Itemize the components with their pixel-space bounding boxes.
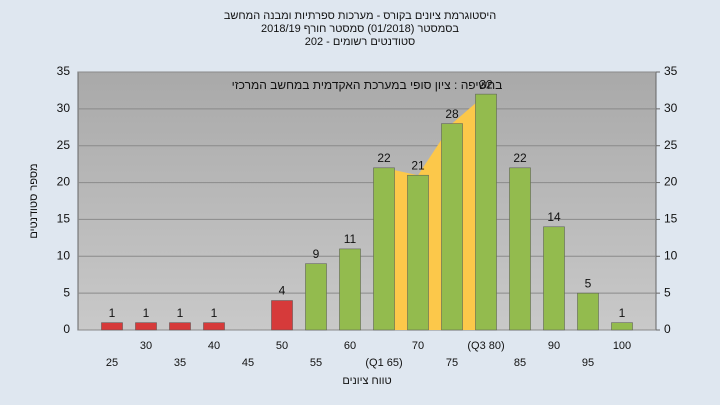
bar bbox=[611, 322, 633, 331]
chart-title: היסטוגרמת ציונים בקורס - מערכות ספרתיות … bbox=[224, 10, 496, 22]
y-tick-label: 30 bbox=[57, 101, 71, 115]
bar bbox=[305, 263, 327, 331]
x-tick-label: 70 bbox=[412, 340, 424, 352]
y2-tick-label: 20 bbox=[664, 175, 678, 189]
data-label: 1 bbox=[109, 306, 116, 320]
x-tick-label: 45 bbox=[242, 357, 254, 369]
x-tick-label: 30 bbox=[140, 340, 152, 352]
annotation: בחשיפה : ציון סופי במערכת האקדמית במחשב … bbox=[232, 78, 503, 92]
y-tick-label: 0 bbox=[63, 322, 70, 336]
x-axis-label: טווח ציונים bbox=[342, 375, 391, 387]
y-tick-label: 5 bbox=[63, 285, 70, 299]
chart-subtitle: בסמסטר (01/2018) סמסטר חורף 2018/19 bbox=[261, 23, 459, 35]
data-label: 22 bbox=[513, 151, 527, 165]
x-tick-label: (Q1 65) bbox=[365, 357, 402, 369]
y2-tick-label: 5 bbox=[664, 285, 671, 299]
x-tick-label: 25 bbox=[106, 357, 118, 369]
y2-tick-label: 0 bbox=[664, 322, 671, 336]
y2-tick-label: 10 bbox=[664, 248, 678, 262]
y2-tick-label: 35 bbox=[664, 64, 678, 78]
y-tick-label: 15 bbox=[57, 212, 71, 226]
bar bbox=[203, 322, 225, 331]
data-label: 4 bbox=[279, 284, 286, 298]
x-tick-label: 100 bbox=[613, 340, 631, 352]
y2-tick-label: 30 bbox=[664, 101, 678, 115]
data-label: 21 bbox=[411, 158, 425, 172]
data-label: 1 bbox=[619, 306, 626, 320]
x-tick-label: 95 bbox=[582, 357, 594, 369]
bar bbox=[577, 292, 599, 331]
bar bbox=[475, 93, 497, 331]
data-label: 9 bbox=[313, 247, 320, 261]
y-axis-label: מספר סטודנטים bbox=[28, 163, 40, 238]
y-tick-label: 35 bbox=[57, 64, 71, 78]
bar bbox=[339, 248, 361, 331]
data-label: 32 bbox=[479, 77, 493, 91]
data-label: 5 bbox=[585, 276, 592, 290]
bar bbox=[135, 322, 157, 331]
x-tick-label: 35 bbox=[174, 357, 186, 369]
bar bbox=[509, 167, 531, 331]
chart-subtitle: סטודנטים רשומים - 202 bbox=[305, 36, 416, 48]
x-tick-label: 50 bbox=[276, 340, 288, 352]
x-tick-label: 90 bbox=[548, 340, 560, 352]
data-label: 14 bbox=[547, 210, 561, 224]
y-tick-label: 10 bbox=[57, 248, 71, 262]
data-label: 11 bbox=[344, 232, 357, 246]
y2-tick-label: 25 bbox=[664, 138, 678, 152]
data-label: 22 bbox=[377, 151, 391, 165]
data-label: 1 bbox=[143, 306, 150, 320]
data-label: 1 bbox=[177, 306, 184, 320]
x-tick-label: 55 bbox=[310, 357, 322, 369]
x-tick-label: (Q3 80) bbox=[467, 340, 504, 352]
bar bbox=[271, 300, 293, 331]
y-tick-label: 20 bbox=[57, 175, 71, 189]
x-tick-label: 60 bbox=[344, 340, 356, 352]
bar bbox=[373, 167, 395, 331]
bar bbox=[441, 123, 463, 331]
y-tick-label: 25 bbox=[57, 138, 71, 152]
bar bbox=[101, 322, 123, 331]
data-label: 1 bbox=[211, 306, 218, 320]
data-label: 28 bbox=[445, 107, 459, 121]
plot-area bbox=[77, 71, 657, 331]
y2-tick-label: 15 bbox=[664, 212, 678, 226]
bar bbox=[169, 322, 191, 331]
bar bbox=[407, 174, 429, 331]
x-tick-label: 40 bbox=[208, 340, 220, 352]
bar bbox=[543, 226, 565, 331]
x-tick-label: 75 bbox=[446, 357, 458, 369]
x-tick-label: 85 bbox=[514, 357, 526, 369]
